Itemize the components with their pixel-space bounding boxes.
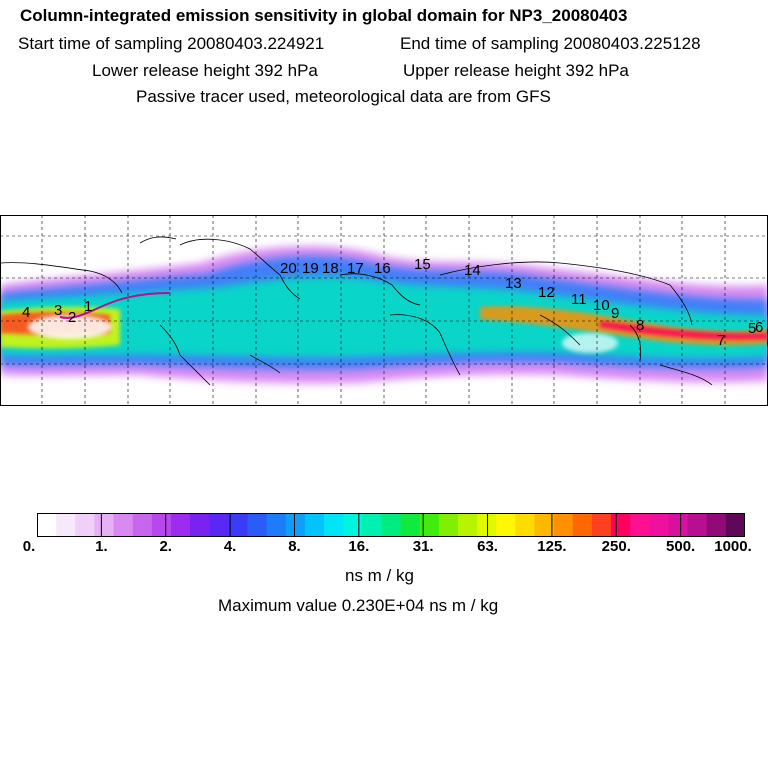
- colorbar-tick-label: 0.: [22, 538, 36, 555]
- colorbar-cell: [611, 513, 631, 537]
- trajectory-label: 18: [322, 260, 339, 277]
- trajectory-label: 16: [374, 260, 391, 277]
- colorbar-cell: [113, 513, 134, 537]
- plot-title: Column-integrated emission sensitivity i…: [20, 6, 628, 25]
- colorbar-cell: [362, 513, 383, 537]
- colorbar-cell: [706, 513, 727, 537]
- colorbar-tick-label: 31.: [412, 538, 434, 555]
- colorbar-cell: [285, 513, 306, 537]
- colorbar-cell: [132, 513, 153, 537]
- trajectory-label: 5: [748, 320, 756, 337]
- maximum-value-text: Maximum value 0.230E+04 ns m / kg: [218, 596, 499, 615]
- trajectory-label: 17: [347, 260, 364, 277]
- trajectory-label: 12: [538, 284, 555, 301]
- colorbar-cell: [247, 513, 268, 537]
- colorbar-tick-label: 4.: [223, 538, 237, 555]
- colorbar-cell: [496, 513, 516, 537]
- colorbar-cell: [56, 513, 76, 537]
- colorbar-cell: [75, 513, 96, 537]
- colorbar-cell: [190, 513, 210, 537]
- colorbar-cell: [591, 513, 612, 537]
- trajectory-label: 15: [414, 256, 431, 273]
- emission-sensitivity-map: 4 3 21 20 19 18 17 16 15 14 13 12 11 10 98 7 65: [0, 215, 768, 406]
- trajectory-label: 9: [611, 305, 619, 322]
- colorbar-cell: [457, 513, 478, 537]
- trajectory-label: 19: [302, 260, 319, 277]
- trajectory-label: 1: [84, 298, 92, 315]
- colorbar: [37, 513, 745, 537]
- colorbar-cell: [266, 513, 287, 537]
- colorbar-tick-label: 1.: [95, 538, 108, 555]
- flight-track: [59, 292, 171, 319]
- trajectory-label: 2: [68, 309, 76, 326]
- colorbar-cell: [668, 513, 689, 537]
- colorbar-cell: [630, 513, 650, 537]
- upper-release-height-text: Upper release height 392 hPa: [403, 61, 629, 80]
- end-time-text: End time of sampling 20080403.225128: [400, 34, 701, 53]
- colorbar-cell: [725, 513, 745, 537]
- graticule: [0, 215, 768, 406]
- tracer-note-text: Passive tracer used, meteorological data…: [136, 87, 551, 106]
- colorbar-cell: [553, 513, 574, 537]
- colorbar-tick-label: 8.: [288, 538, 301, 555]
- trajectory-label: 4: [22, 304, 30, 321]
- colorbar-cell: [534, 513, 555, 537]
- colorbar-cell: [304, 513, 325, 537]
- colorbar-cell: [37, 513, 57, 537]
- trajectory-label: 13: [505, 275, 522, 292]
- colorbar-cell: [515, 513, 536, 537]
- colorbar-cell: [477, 513, 497, 537]
- colorbar-tick-label: 16.: [348, 538, 370, 555]
- colorbar-tick-label: 250.: [601, 538, 631, 555]
- trajectory-label: 7: [717, 332, 725, 349]
- start-time-text: Start time of sampling 20080403.224921: [18, 34, 325, 53]
- colorbar-cell: [94, 513, 115, 537]
- trajectory-label: 8: [636, 317, 644, 334]
- colorbar-cell: [381, 513, 402, 537]
- trajectory-label: 10: [593, 297, 610, 314]
- colorbar-tick-label: 2.: [159, 538, 172, 555]
- colorbar-tick-label: 125.: [537, 538, 567, 555]
- coastlines: [0, 236, 713, 386]
- colorbar-cell: [324, 513, 344, 537]
- colorbar-cell: [151, 513, 172, 537]
- trajectory-label: 14: [464, 262, 481, 279]
- colorbar-cell: [343, 513, 363, 537]
- colorbar-tick-label: 1000.: [714, 538, 752, 555]
- colorbar-cell: [572, 513, 593, 537]
- colorbar-tick-label: 500.: [666, 538, 696, 555]
- lower-release-height-text: Lower release height 392 hPa: [92, 61, 318, 80]
- colorbar-cell: [228, 513, 249, 537]
- trajectory-label: 6: [755, 319, 763, 336]
- colorbar-tick-label: 63.: [477, 538, 498, 555]
- trajectory-label: 20: [280, 260, 297, 277]
- colorbar-cell: [687, 513, 708, 537]
- colorbar-cell: [170, 513, 191, 537]
- colorbar-cell: [400, 513, 421, 537]
- units-label: ns m / kg: [345, 566, 414, 585]
- colorbar-cell: [438, 513, 459, 537]
- trajectory-label: 11: [571, 291, 587, 308]
- colorbar-cell: [649, 513, 670, 537]
- trajectory-label: 3: [54, 302, 62, 319]
- colorbar-cell: [419, 513, 440, 537]
- colorbar-cell: [209, 513, 229, 537]
- trajectory-labels: 4 3 21 20 19 18 17 16 15 14 13 12 11 10 98 7 65: [22, 256, 763, 349]
